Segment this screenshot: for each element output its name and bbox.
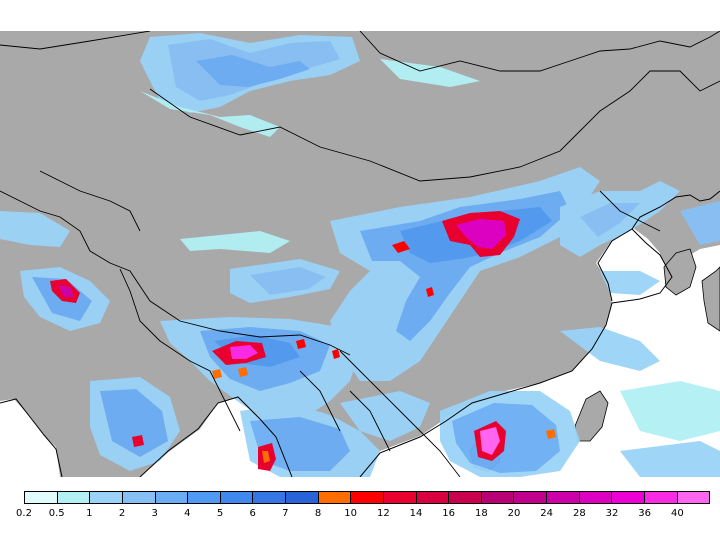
legend-tick-label: 2 — [118, 508, 126, 519]
legend-tick-label: 4 — [184, 508, 191, 519]
precipitation-map — [0, 31, 720, 477]
legend-tick-label: 40 — [670, 508, 684, 519]
legend-tick-label: 20 — [507, 508, 521, 519]
legend-tick-label: 6 — [249, 508, 256, 519]
legend-swatch — [579, 492, 613, 503]
precip-light — [0, 33, 720, 477]
country-borders — [0, 31, 720, 477]
legend-tick-label: 1 — [86, 508, 93, 519]
legend-tick-label: 32 — [605, 508, 619, 519]
legend-swatch — [57, 492, 91, 503]
legend-swatch — [677, 492, 710, 503]
legend-swatch — [253, 492, 286, 503]
legend-tick-label: 0.2 — [16, 508, 32, 519]
legend-swatch — [514, 492, 547, 503]
legend-tick-label: 24 — [540, 508, 554, 519]
legend-tick-label: 5 — [216, 508, 224, 519]
precipitation-legend: 0.2 0.5 1 2 3 4 5 6 7 8 10 12 14 16 18 20 24 28 32 36 40 — [0, 483, 720, 540]
legend-swatch — [122, 492, 156, 503]
legend-color-bar — [24, 491, 710, 504]
legend-swatch — [25, 492, 58, 503]
legend-tick-label: 36 — [638, 508, 652, 519]
legend-tick-labels: 0.2 0.5 1 2 3 4 5 6 7 8 10 12 14 16 18 20 24 28 32 36 40 — [0, 508, 720, 522]
legend-tick-label: 12 — [376, 508, 390, 519]
legend-swatch — [612, 492, 645, 503]
legend-swatch — [188, 492, 221, 503]
legend-swatch — [286, 492, 319, 503]
legend-tick-label: 3 — [151, 508, 158, 519]
legend-tick-label: 8 — [314, 508, 322, 519]
map-canvas — [0, 31, 720, 477]
legend-tick-label: 14 — [409, 508, 423, 519]
legend-tick-label: 16 — [442, 508, 456, 519]
legend-swatch — [547, 492, 580, 503]
legend-swatch — [220, 492, 254, 503]
precip-heavy — [50, 211, 556, 471]
legend-tick-label: 10 — [344, 508, 358, 519]
legend-tick-label: 18 — [474, 508, 488, 519]
legend-swatch — [449, 492, 482, 503]
legend-swatch — [416, 492, 450, 503]
legend-tick-label: 7 — [282, 508, 289, 519]
coastline — [0, 190, 720, 477]
legend-swatch — [318, 492, 352, 503]
legend-swatch — [155, 492, 189, 503]
legend-swatch — [351, 492, 384, 503]
legend-tick-label: 28 — [572, 508, 586, 519]
legend-swatch — [481, 492, 515, 503]
legend-tick-label: 0.5 — [48, 508, 65, 519]
legend-swatch — [383, 492, 417, 503]
legend-swatch — [90, 492, 123, 503]
legend-swatch — [644, 492, 678, 503]
